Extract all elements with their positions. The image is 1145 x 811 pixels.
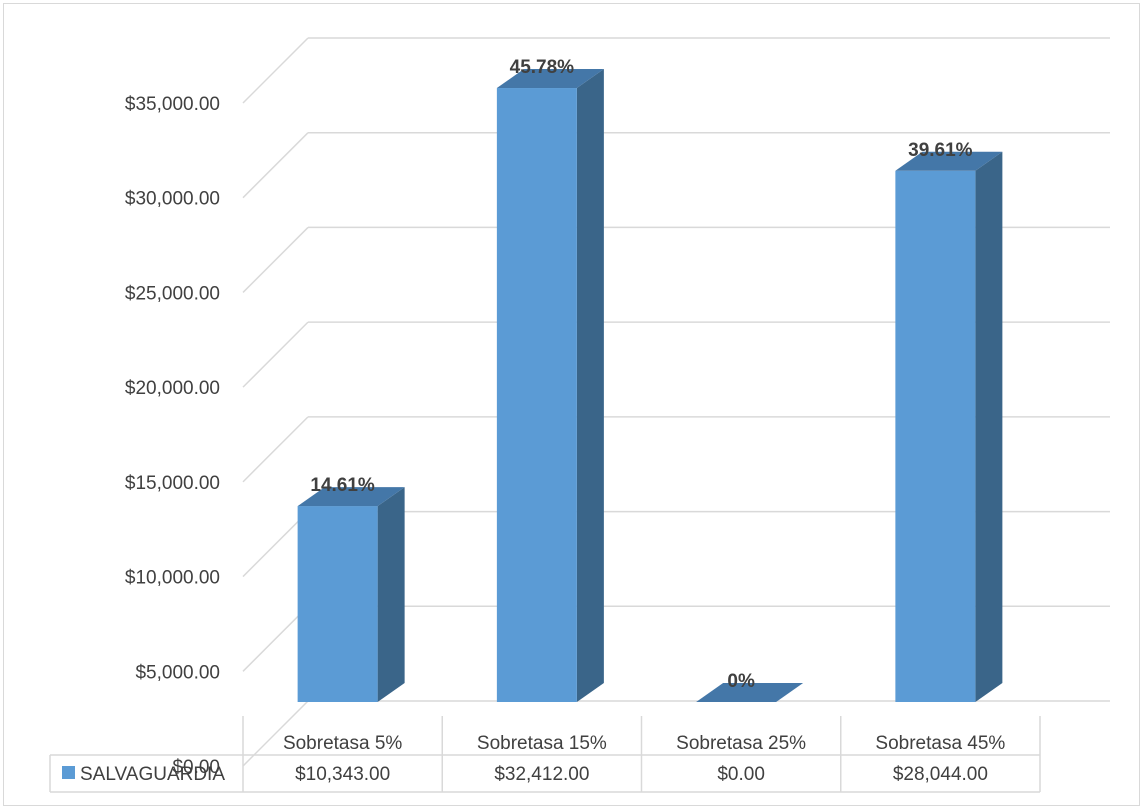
bar [496, 69, 604, 703]
bar-top [895, 151, 1003, 171]
category-label: Sobretasa 5% [283, 733, 402, 754]
y-tick-label: $5,000.00 [135, 662, 220, 683]
bar-front [895, 170, 976, 703]
bar [895, 151, 1003, 703]
bar-side [975, 151, 1003, 703]
y-tick-label: $20,000.00 [125, 378, 220, 399]
bar [696, 683, 804, 702]
gridline-diagonal [242, 605, 309, 672]
y-tick-label: $10,000.00 [125, 568, 220, 589]
table-value: $32,412.00 [494, 764, 589, 785]
category-label: Sobretasa 15% [477, 733, 607, 754]
bars [297, 69, 1003, 703]
bar-top [696, 683, 804, 702]
y-axis: $0.00 $5,000.00 $10,000.00 $15,000.00 $20,00… [125, 94, 220, 778]
gridline-diagonal [242, 37, 309, 104]
data-labels: 14.61% 45.78% 0% 39.61% [310, 57, 972, 692]
table-value: $0.00 [717, 764, 765, 785]
category-label: Sobretasa 45% [875, 733, 1005, 754]
bar-side [377, 487, 405, 702]
bar-top [496, 69, 604, 89]
table-value: $10,343.00 [295, 764, 390, 785]
gridline-diagonal [242, 132, 309, 199]
gridline-diagonal [242, 226, 309, 293]
bar-side [576, 69, 604, 703]
chart-frame [3, 3, 1140, 806]
y-tick-label: $0.00 [172, 757, 220, 778]
data-table: Sobretasa 5% $10,343.00 Sobretasa 15% $32,4… [49, 716, 1041, 793]
data-label: 0% [727, 671, 755, 692]
data-label: 14.61% [310, 475, 375, 496]
bar-front [297, 506, 378, 702]
data-label: 45.78% [510, 57, 575, 78]
legend-label: SALVAGUARDIA [80, 764, 225, 785]
gridline-diagonal [242, 321, 309, 388]
y-tick-label: $35,000.00 [125, 94, 220, 115]
gridline-diagonal [242, 511, 309, 578]
bar-top [297, 487, 405, 507]
y-tick-label: $25,000.00 [125, 283, 220, 304]
data-label: 39.61% [908, 140, 973, 161]
bar-front [496, 88, 577, 703]
legend-swatch [62, 766, 75, 779]
y-tick-label: $30,000.00 [125, 189, 220, 210]
gridline-diagonal [242, 416, 309, 483]
bar [297, 487, 405, 702]
y-tick-label: $15,000.00 [125, 473, 220, 494]
table-value: $28,044.00 [893, 764, 988, 785]
category-label: Sobretasa 25% [676, 733, 806, 754]
